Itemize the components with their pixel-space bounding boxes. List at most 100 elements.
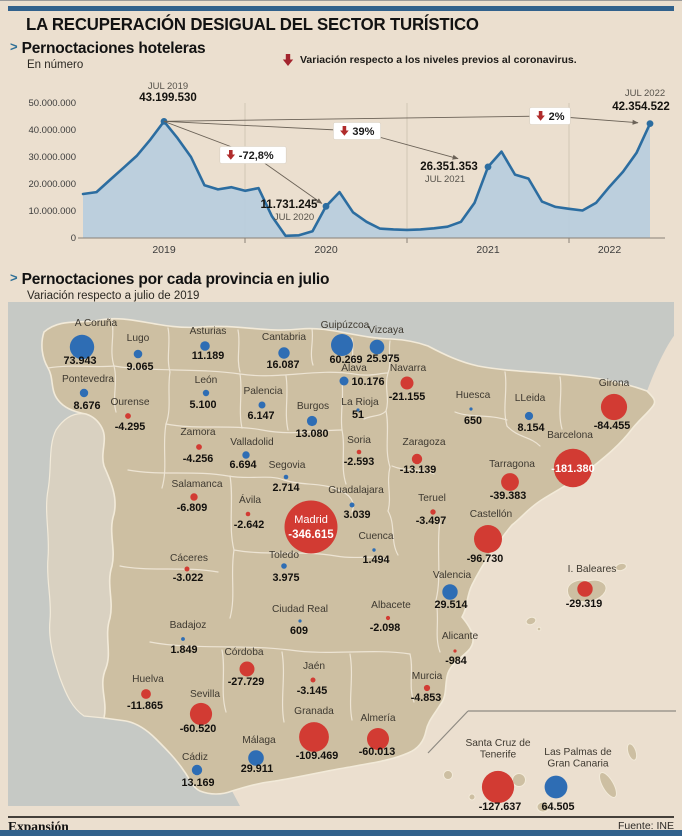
province-value-label: -2.642 — [234, 519, 265, 531]
section1-subtitle: En número — [27, 59, 84, 71]
area-fill — [83, 121, 650, 238]
province-name-label: Burgos — [297, 401, 329, 412]
province-name-label: Valencia — [433, 570, 472, 581]
province-value-label: -60.013 — [359, 746, 396, 758]
province-bubble — [369, 339, 385, 355]
data-point-dot — [322, 202, 330, 210]
province-value-label: 8.154 — [517, 422, 544, 434]
province-name-label: Madrid — [294, 514, 328, 526]
province-value-label: 9.065 — [126, 361, 153, 373]
province-name-label: Ávila — [239, 493, 261, 506]
province-value-label: 3.039 — [343, 509, 370, 521]
province-name-label: Álava — [341, 361, 367, 374]
data-point-dot — [646, 120, 654, 128]
province-value-label: 8.676 — [73, 400, 100, 412]
province-bubble — [349, 502, 355, 508]
province-bubble — [367, 728, 389, 750]
province-bubble — [310, 677, 316, 683]
section2-title: Pernoctaciones por cada provincia en jul… — [21, 271, 330, 288]
point-date-label: JUL 2022 — [625, 88, 665, 99]
badge-percent-label: 39% — [352, 126, 374, 138]
section1-header: > Pernoctaciones hoteleras — [10, 39, 206, 58]
province-bubble — [306, 415, 318, 427]
province-name-label: Barcelona — [547, 430, 593, 441]
province-bubble — [181, 637, 185, 641]
province-bubble — [385, 615, 391, 621]
province-bubble — [339, 376, 349, 386]
province-bubble — [469, 407, 473, 411]
province-value-label: -3.497 — [416, 515, 447, 527]
province-bubble — [284, 500, 338, 554]
province-bubble — [281, 563, 287, 569]
province-bubble — [442, 584, 458, 600]
province-name-label: Gran Canaria — [547, 759, 608, 770]
province-bubble — [79, 388, 89, 398]
province-bubble — [141, 689, 151, 699]
section2-subtitle: Variación respecto a julio de 2019 — [27, 290, 200, 302]
province-name-label: Guipúzcoa — [321, 320, 370, 331]
province-value-label: -29.319 — [566, 598, 603, 610]
province-bubble — [430, 509, 436, 515]
province-bubble — [453, 649, 457, 653]
province-bubble — [189, 702, 213, 726]
province-name-label: Palencia — [243, 386, 282, 397]
province-bubble — [577, 581, 593, 597]
province-bubble — [245, 511, 251, 517]
province-bubble — [191, 764, 203, 776]
section1-marker: > — [10, 39, 18, 54]
province-value-label: -4.853 — [411, 692, 442, 704]
province-name-label: Las Palmas de — [544, 747, 612, 758]
section1-title: Pernoctaciones hoteleras — [21, 40, 206, 57]
data-point-dot — [484, 163, 492, 171]
province-name-label: Guadalajara — [328, 485, 384, 496]
province-value-label: 13.080 — [295, 428, 328, 440]
province-value-label: -21.155 — [389, 391, 426, 403]
province-value-label: 64.505 — [541, 801, 574, 813]
province-bubble — [298, 619, 302, 623]
province-name-label: Ourense — [110, 397, 149, 408]
province-name-label: Zaragoza — [402, 437, 445, 448]
province-value-label: -346.615 — [288, 529, 334, 541]
province-name-label: Navarra — [390, 363, 427, 374]
province-name-label: Cáceres — [170, 553, 208, 564]
province-name-label: Murcia — [412, 671, 443, 682]
province-bubble — [133, 349, 143, 359]
province-bubble — [423, 684, 431, 692]
province-name-label: León — [195, 375, 218, 386]
province-value-label: 29.911 — [241, 763, 273, 775]
province-bubble — [544, 775, 568, 799]
province-value-label: -4.256 — [183, 453, 214, 465]
province-bubble — [524, 411, 534, 421]
point-value-label: 43.199.530 — [139, 92, 197, 104]
badge-down-arrow-icon — [226, 150, 236, 160]
canary-islands-inset — [427, 710, 676, 813]
province-bubble — [553, 448, 593, 488]
province-value-label: 13.169 — [181, 777, 214, 789]
province-name-label: Huesca — [456, 390, 491, 401]
province-bubble — [196, 444, 202, 450]
province-name-label: Sevilla — [190, 689, 220, 700]
y-tick-label: 0 — [71, 233, 76, 244]
province-value-label: 5.100 — [189, 399, 216, 411]
province-name-label: Girona — [599, 378, 630, 389]
province-name-label: Granada — [294, 706, 334, 717]
y-tick-label: 30.000.000 — [28, 152, 76, 163]
province-name-label: Badajoz — [170, 620, 207, 631]
chart-axes: 50.000.000 40.000.000 30.000.000 20.000.000… — [28, 98, 665, 256]
x-tick-label: 2020 — [314, 244, 338, 256]
province-bubble — [372, 548, 376, 552]
point-value-label: 42.354.522 — [612, 101, 670, 113]
section2-header: > Pernoctaciones por cada provincia en j… — [10, 270, 330, 289]
province-value-label: -3.022 — [173, 572, 204, 584]
province-bubble — [474, 525, 502, 553]
hotel-overnights-chart: 50.000.000 40.000.000 30.000.000 20.000.000… — [28, 81, 670, 256]
province-name-label: Castellón — [470, 509, 512, 520]
province-bubble — [202, 389, 210, 397]
mediterranean-sea — [232, 326, 682, 806]
province-value-label: -127.637 — [479, 801, 522, 813]
province-name-label: Tarragona — [489, 459, 535, 470]
bottom-accent-bar — [0, 830, 682, 836]
